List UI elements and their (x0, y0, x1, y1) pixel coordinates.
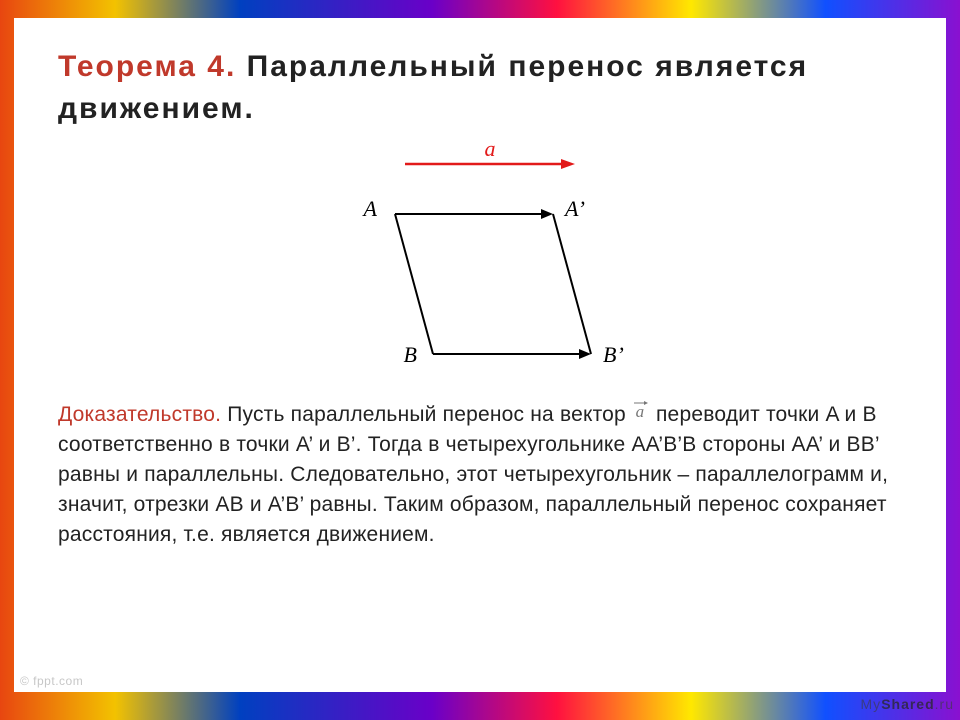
theorem-title: Теорема 4. Параллельный перенос является… (58, 46, 902, 130)
proof-part1: Пусть параллельный перенос на вектор (221, 403, 632, 426)
parallelogram-diagram: a A A’ B B’ (325, 142, 635, 382)
diagram-container: a A A’ B B’ (58, 142, 902, 382)
site-credit: MyShared.ru (861, 696, 954, 712)
svg-text:a: a (485, 142, 496, 161)
svg-text:A: A (362, 196, 378, 221)
credit-bold: Shared (881, 696, 934, 712)
fppt-credit: © fppt.com (20, 674, 83, 688)
svg-text:B: B (404, 342, 417, 367)
proof-text: Доказательство. Пусть параллельный перен… (58, 400, 902, 550)
svg-text:B’: B’ (603, 342, 624, 367)
proof-lead: Доказательство. (58, 403, 221, 426)
vector-a-inline-icon: a (632, 399, 650, 429)
credit-suffix: .ru (935, 696, 954, 712)
svg-text:a: a (636, 402, 645, 420)
credit-prefix: My (861, 696, 882, 712)
slide-card: Теорема 4. Параллельный перенос является… (14, 18, 946, 692)
svg-text:A’: A’ (563, 196, 585, 221)
title-lead: Теорема 4. (58, 50, 247, 83)
